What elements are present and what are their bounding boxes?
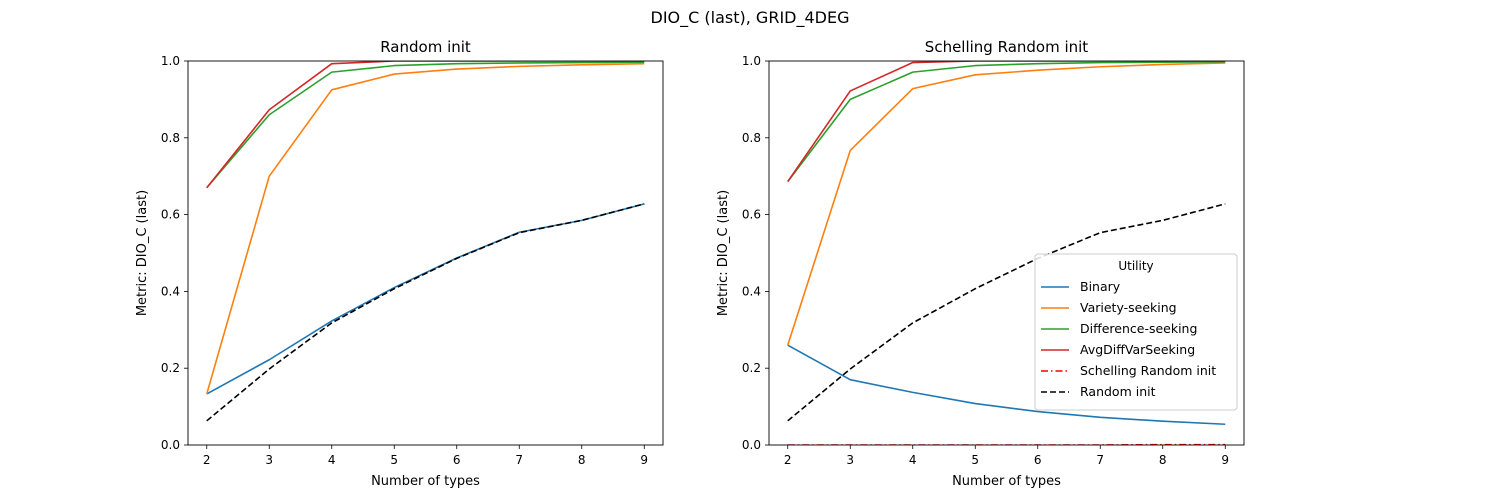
y-tick-label: 0.6 — [161, 208, 180, 222]
series-line-binary — [206, 203, 645, 395]
y-tick-label: 1.0 — [742, 54, 761, 68]
x-tick-label: 8 — [1159, 453, 1167, 467]
y-tick-label: 0.2 — [742, 361, 761, 375]
y-tick-label: 0.4 — [742, 284, 761, 298]
x-tick-label: 6 — [1034, 453, 1042, 467]
chart-title: Random init — [380, 38, 471, 56]
x-tick-label: 5 — [390, 453, 398, 467]
figure-suptitle: DIO_C (last), GRID_4DEG — [651, 8, 850, 28]
y-tick-label: 0.6 — [742, 208, 761, 222]
chart-title: Schelling Random init — [925, 38, 1089, 56]
legend: Utility Binary Variety-seeking Difference-s… — [1034, 253, 1238, 411]
panels: Random init 2 3 4 5 6 7 8 9 0.0 0.2 0.4 0.6 0.8 1.0 Num… — [135, 38, 1245, 489]
x-tick-label: 9 — [640, 453, 648, 467]
x-tick-label: 4 — [909, 453, 917, 467]
x-tick-label: 6 — [453, 453, 461, 467]
series-line-avgdiffvarseeking — [787, 61, 1226, 183]
legend-title: Utility — [1118, 259, 1153, 273]
series-line-binary — [787, 344, 1226, 426]
x-tick-label: 2 — [203, 453, 211, 467]
chart-panel-2: Schelling Random init 2 3 4 5 6 7 8 9 0.0 0.2 0.4 0.… — [716, 38, 1245, 489]
series-line-variety-seeking — [786, 62, 1226, 346]
y-tick-label: 0.8 — [742, 131, 761, 145]
series-line-random-init — [206, 203, 645, 422]
y-tick-label: 0.8 — [161, 131, 180, 145]
chart-panel-1: Random init 2 3 4 5 6 7 8 9 0.0 0.2 0.4 0.6 0.8 1.0 Num… — [135, 38, 664, 489]
series-line-difference-seeking — [787, 61, 1226, 183]
legend-label: Schelling Random init — [1080, 363, 1216, 378]
y-tick-label: 0.0 — [742, 438, 761, 452]
x-tick-label: 7 — [1096, 453, 1104, 467]
axes-frame — [768, 60, 1245, 446]
series-line-avgdiffvarseeking — [206, 61, 645, 189]
x-tick-label: 5 — [971, 453, 979, 467]
series-line-variety-seeking — [205, 62, 645, 395]
y-tick-label: 1.0 — [161, 54, 180, 68]
y-tick-label: 0.0 — [161, 438, 180, 452]
legend-label: Binary — [1080, 279, 1121, 294]
series-line-random-init — [787, 203, 1226, 422]
y-axis-label: Metric: DIO_C (last) — [135, 190, 150, 316]
x-axis-label: Number of types — [952, 474, 1061, 489]
series-line-difference-seeking — [206, 61, 645, 189]
x-axis-label: Number of types — [371, 474, 480, 489]
x-tick-label: 8 — [578, 453, 586, 467]
x-tick-label: 7 — [515, 453, 523, 467]
series-group — [205, 61, 645, 422]
y-axis-label: Metric: DIO_C (last) — [716, 190, 731, 316]
x-tick-label: 3 — [846, 453, 854, 467]
axes-frame — [187, 60, 664, 446]
legend-label: AvgDiffVarSeeking — [1080, 342, 1195, 357]
y-tick-label: 0.2 — [161, 361, 180, 375]
legend-label: Random init — [1080, 384, 1156, 399]
x-tick-label: 4 — [328, 453, 336, 467]
x-tick-label: 2 — [784, 453, 792, 467]
legend-label: Variety-seeking — [1080, 300, 1177, 315]
x-tick-label: 3 — [265, 453, 273, 467]
x-tick-label: 9 — [1221, 453, 1229, 467]
legend-label: Difference-seeking — [1080, 321, 1197, 336]
legend-box — [1034, 253, 1238, 411]
y-tick-label: 0.4 — [161, 284, 180, 298]
